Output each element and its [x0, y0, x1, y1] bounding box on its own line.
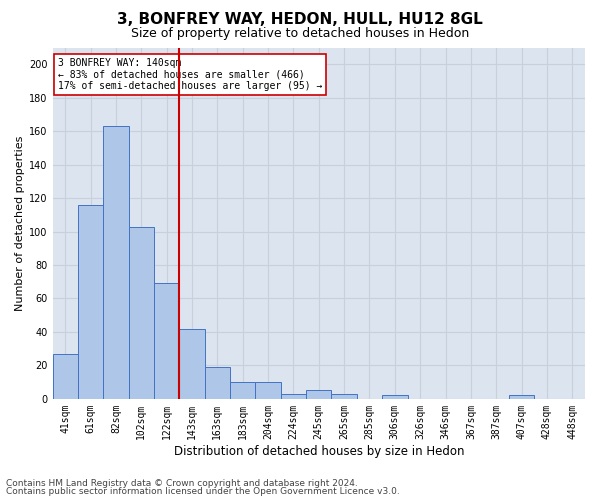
Bar: [331, 394, 357, 399]
Bar: [230, 382, 256, 399]
Bar: [205, 367, 230, 399]
Text: Size of property relative to detached houses in Hedon: Size of property relative to detached ho…: [131, 28, 469, 40]
Bar: [154, 284, 179, 399]
Bar: [128, 226, 154, 399]
Bar: [306, 390, 331, 399]
Bar: [53, 354, 78, 399]
X-axis label: Distribution of detached houses by size in Hedon: Distribution of detached houses by size …: [173, 444, 464, 458]
Bar: [179, 328, 205, 399]
Text: 3, BONFREY WAY, HEDON, HULL, HU12 8GL: 3, BONFREY WAY, HEDON, HULL, HU12 8GL: [117, 12, 483, 28]
Bar: [103, 126, 128, 399]
Y-axis label: Number of detached properties: Number of detached properties: [15, 136, 25, 311]
Bar: [509, 396, 534, 399]
Bar: [78, 205, 103, 399]
Text: 3 BONFREY WAY: 140sqm
← 83% of detached houses are smaller (466)
17% of semi-det: 3 BONFREY WAY: 140sqm ← 83% of detached …: [58, 58, 322, 91]
Bar: [256, 382, 281, 399]
Bar: [281, 394, 306, 399]
Text: Contains public sector information licensed under the Open Government Licence v3: Contains public sector information licen…: [6, 487, 400, 496]
Text: Contains HM Land Registry data © Crown copyright and database right 2024.: Contains HM Land Registry data © Crown c…: [6, 478, 358, 488]
Bar: [382, 396, 407, 399]
